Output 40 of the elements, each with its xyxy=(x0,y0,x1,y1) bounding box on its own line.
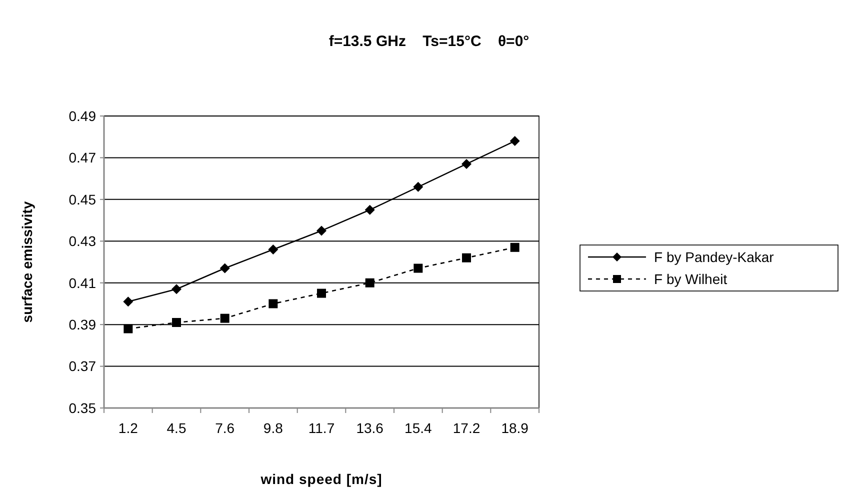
point xyxy=(124,324,133,334)
legend-label: F by Pandey-Kakar xyxy=(654,248,774,265)
point xyxy=(462,158,472,169)
y-tick-label: 0.47 xyxy=(68,150,96,166)
point xyxy=(123,296,134,307)
point xyxy=(220,263,230,274)
x-tick-label: 4.5 xyxy=(166,420,186,436)
x-tick-label: 13.6 xyxy=(356,420,384,436)
x-tick-label: 9.8 xyxy=(263,420,284,436)
point xyxy=(365,278,374,288)
y-tick-label: 0.49 xyxy=(68,108,96,124)
point xyxy=(510,242,520,252)
point xyxy=(510,136,520,146)
x-tick-label: 11.7 xyxy=(308,420,335,436)
legend-label: F by Wilheit xyxy=(654,270,728,287)
point xyxy=(316,226,326,236)
y-axis-title: surface emissivity xyxy=(19,201,35,323)
x-tick-label: 7.6 xyxy=(215,420,235,436)
x-axis-title: wind speed [m/s] xyxy=(260,471,382,487)
point xyxy=(172,284,182,294)
x-tick-label: 18.9 xyxy=(501,420,529,436)
y-tick-label: 0.39 xyxy=(68,316,96,332)
point xyxy=(414,264,423,273)
x-tick-label: 17.2 xyxy=(452,420,480,436)
point xyxy=(413,182,424,192)
y-tick-label: 0.45 xyxy=(68,191,96,208)
y-tick-label: 0.41 xyxy=(68,274,96,291)
x-tick-label: 15.4 xyxy=(404,420,432,436)
point xyxy=(268,244,278,254)
chart-title: f=13.5 GHz Ts=15°C θ=0° xyxy=(328,33,530,50)
y-tick-label: 0.43 xyxy=(68,233,96,250)
point xyxy=(462,253,471,262)
point xyxy=(268,299,278,308)
point xyxy=(317,288,326,298)
point xyxy=(172,318,181,327)
point xyxy=(220,314,230,323)
x-tick-label: 1.2 xyxy=(118,420,138,436)
point xyxy=(364,204,375,215)
y-tick-label: 0.35 xyxy=(68,400,96,416)
y-tick-label: 0.37 xyxy=(68,358,96,374)
